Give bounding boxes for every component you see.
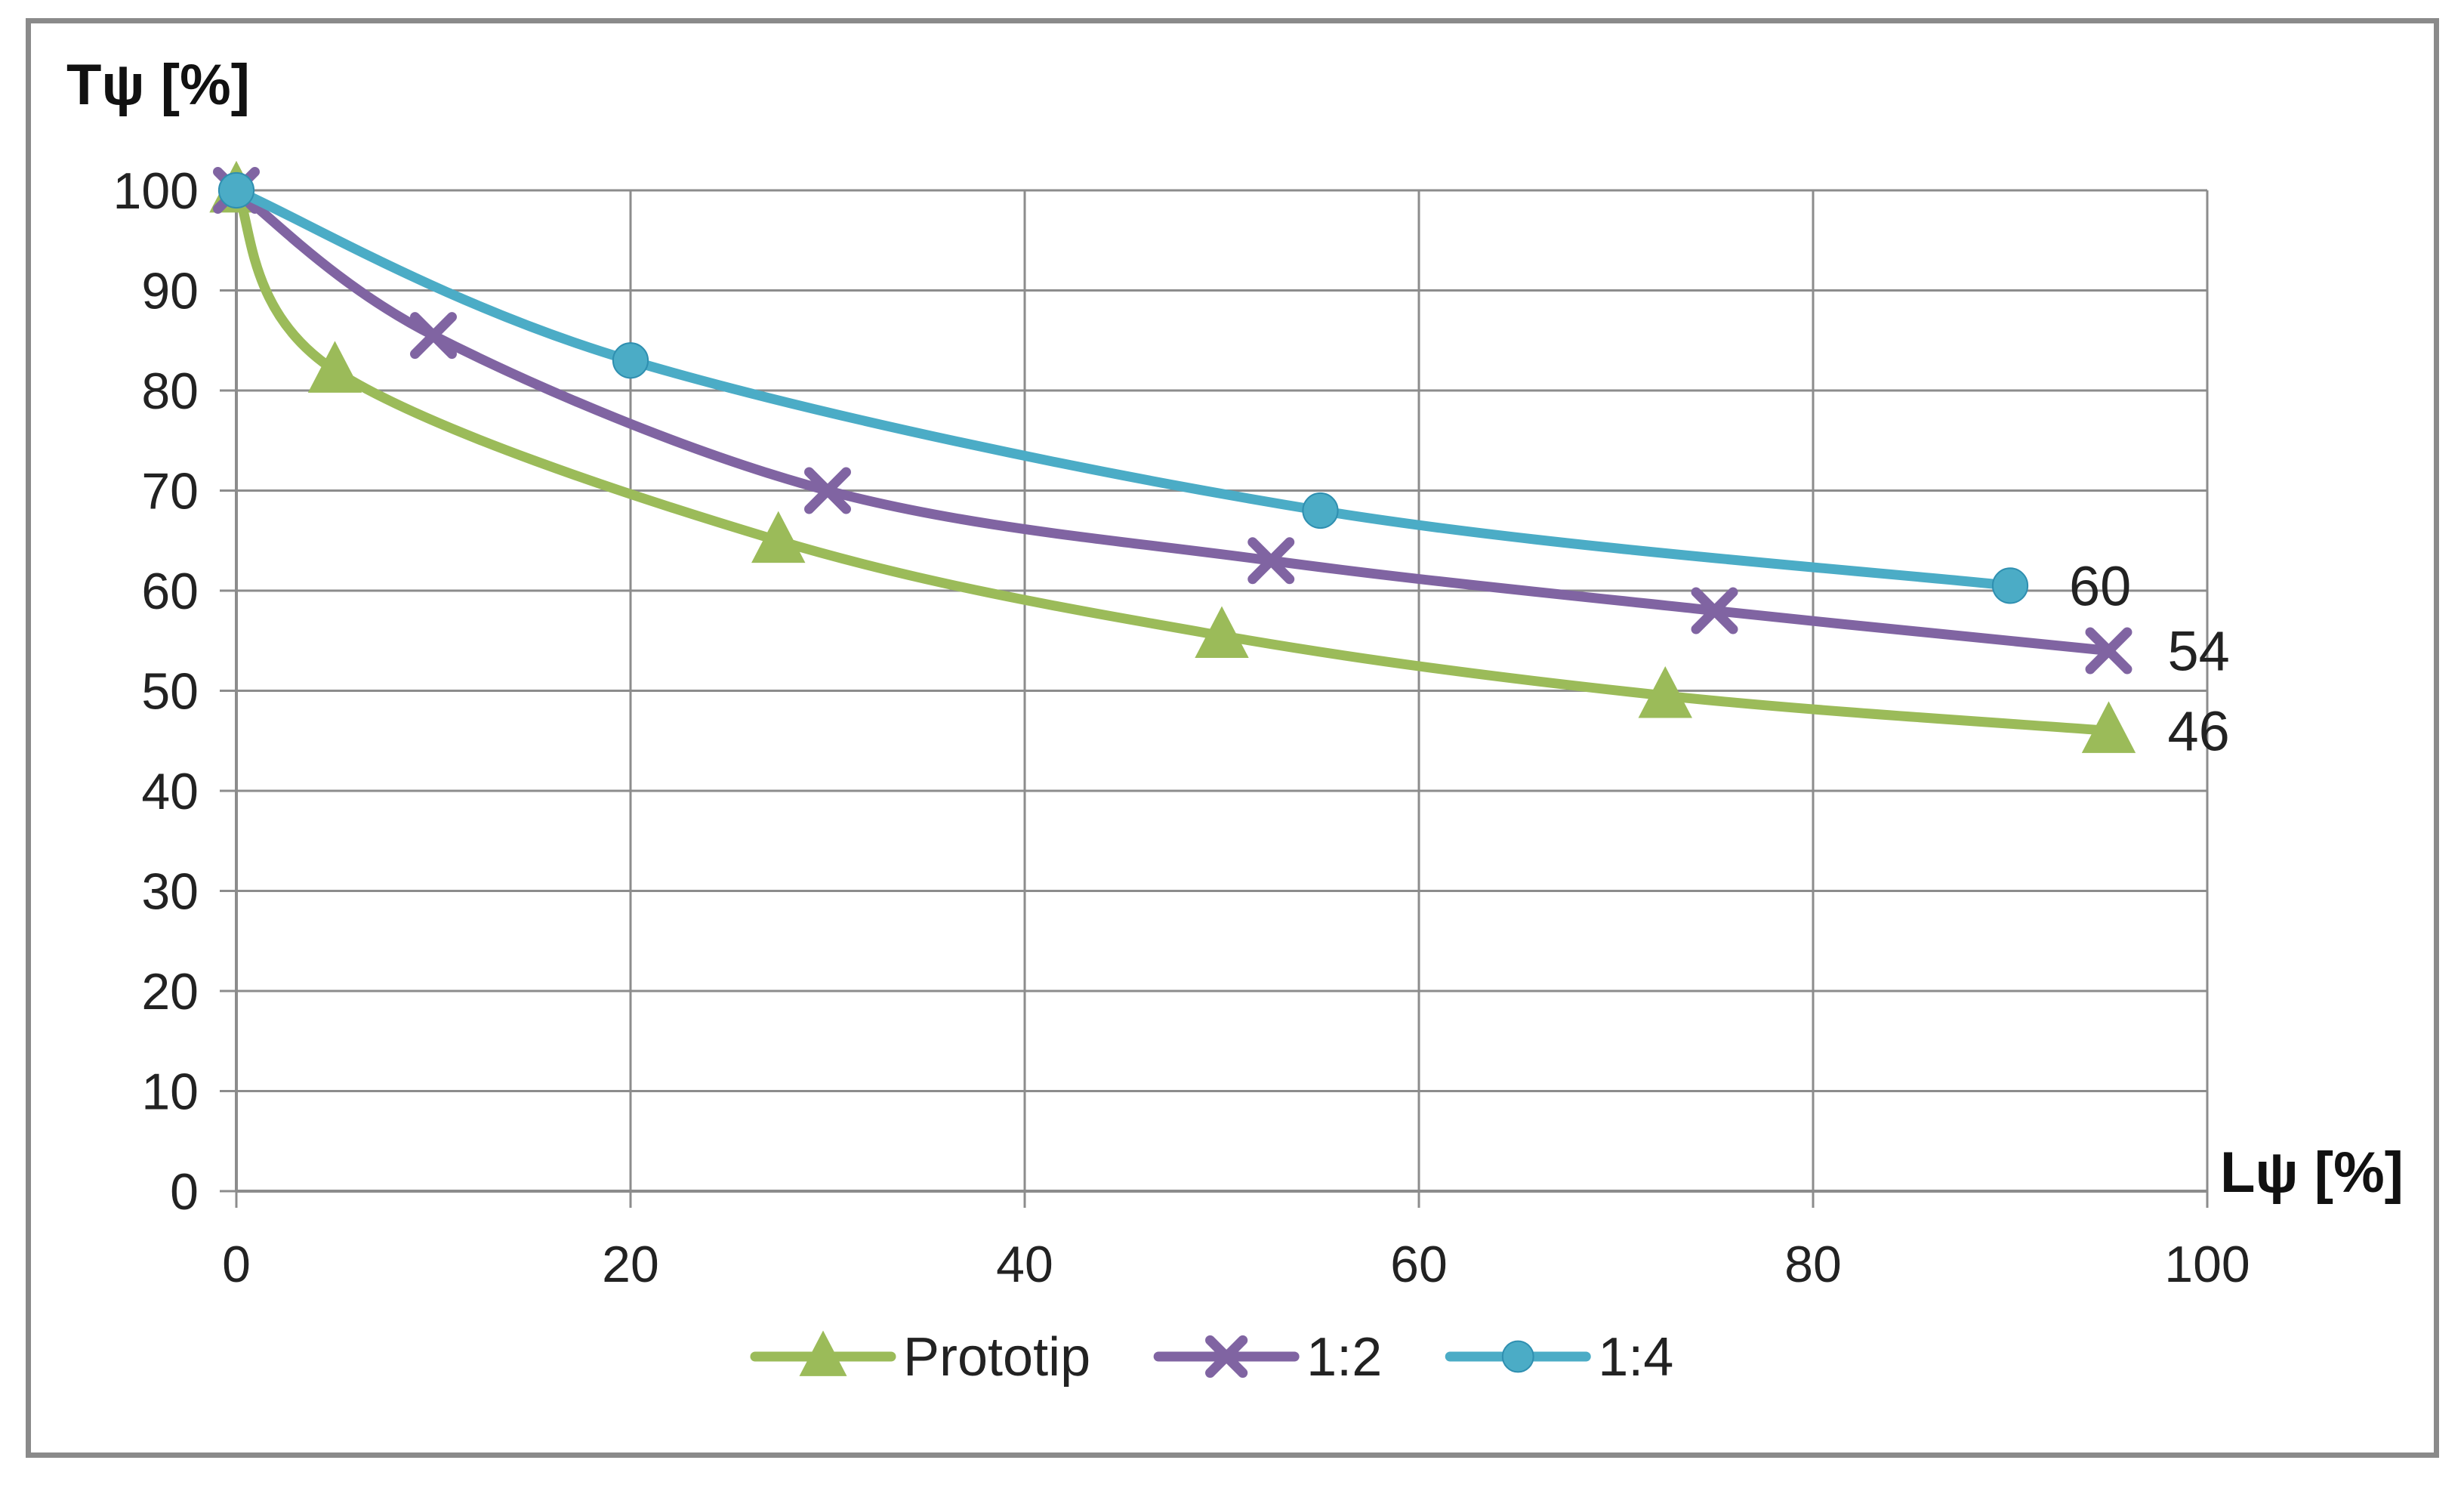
x-tick-label-40: 40 xyxy=(996,1236,1053,1293)
legend-marker-prototip xyxy=(799,1330,847,1376)
end-label-1-4: 60 xyxy=(2069,554,2131,617)
y-tick-label-40: 40 xyxy=(141,763,199,820)
y-tick-label-30: 30 xyxy=(141,863,199,921)
y-tick-label-20: 20 xyxy=(141,963,199,1020)
y-tick-label-10: 10 xyxy=(141,1064,199,1121)
legend-marker-1-4 xyxy=(1501,1340,1534,1373)
y-tick-label-80: 80 xyxy=(141,363,199,420)
chart-frame xyxy=(26,18,2439,1458)
legend-label-1-2: 1:2 xyxy=(1306,1327,1382,1388)
point-1-4-0 xyxy=(217,171,255,209)
series-1-4 xyxy=(217,171,2029,604)
y-tick-label-50: 50 xyxy=(141,663,199,721)
legend: Prototip 1:2 1:4 xyxy=(750,1327,1673,1388)
point-1-4-2 xyxy=(1302,492,1339,529)
series-line-1-2 xyxy=(231,185,2114,656)
series xyxy=(209,160,2136,753)
y-tick-label-90: 90 xyxy=(141,263,199,320)
series-line-prototip xyxy=(231,185,2114,736)
point-1-2-2-stroke-b xyxy=(804,467,851,514)
series-prototip xyxy=(209,160,2136,753)
x-tick-label-100: 100 xyxy=(2164,1236,2250,1293)
legend-label-1-4: 1:4 xyxy=(1598,1327,1673,1388)
point-prototip-1 xyxy=(307,341,362,393)
point-1-2-4 xyxy=(1691,587,1738,634)
y-tick-label-100: 100 xyxy=(113,162,199,220)
x-tick-label-20: 20 xyxy=(602,1236,659,1293)
end-label-1-2: 54 xyxy=(2168,620,2230,683)
point-prototip-4 xyxy=(1638,666,1692,718)
end-label-prototip: 46 xyxy=(2168,700,2230,763)
point-1-2-5 xyxy=(2085,627,2132,675)
point-1-2-5-stroke-b xyxy=(2085,627,2132,675)
point-prototip-5 xyxy=(2081,701,2136,753)
legend-item-1-2: 1:2 xyxy=(1153,1327,1382,1388)
legend-item-prototip: Prototip xyxy=(750,1327,1090,1388)
grid xyxy=(236,189,2209,1191)
point-1-4-3 xyxy=(1991,567,2029,604)
y-tick-label-60: 60 xyxy=(141,563,199,620)
series-1-2 xyxy=(213,167,2132,675)
legend-marker-1-2-stroke-b xyxy=(1205,1335,1248,1378)
point-prototip-2 xyxy=(751,511,806,563)
point-1-4-1 xyxy=(612,342,649,379)
point-1-2-3-stroke-b xyxy=(1247,537,1295,585)
axes xyxy=(220,189,2209,1208)
point-1-2-1 xyxy=(410,312,457,360)
x-tick-label-80: 80 xyxy=(1784,1236,1842,1293)
series-line-1-4 xyxy=(231,185,2015,591)
point-1-2-4-stroke-b xyxy=(1691,587,1738,634)
y-tick-label-70: 70 xyxy=(141,463,199,520)
point-prototip-3 xyxy=(1195,606,1249,658)
legend-label-prototip: Prototip xyxy=(903,1327,1090,1388)
x-tick-label-60: 60 xyxy=(1390,1236,1448,1293)
point-1-2-2 xyxy=(804,467,851,514)
y-axis-title: Tψ [%] xyxy=(66,53,250,117)
x-tick-label-0: 0 xyxy=(222,1236,251,1293)
legend-item-1-4: 1:4 xyxy=(1445,1327,1673,1388)
point-1-2-1-stroke-b xyxy=(410,312,457,360)
legend-marker-1-2 xyxy=(1205,1335,1248,1378)
labels: Tψ [%] Lψ [%] 0 10 20 30 40 50 60 70 80 90 100 0 20 4… xyxy=(66,53,2404,1293)
y-tick-label-0: 0 xyxy=(170,1163,199,1221)
x-axis-title: Lψ [%] xyxy=(2220,1141,2404,1205)
point-1-2-3 xyxy=(1247,537,1295,585)
